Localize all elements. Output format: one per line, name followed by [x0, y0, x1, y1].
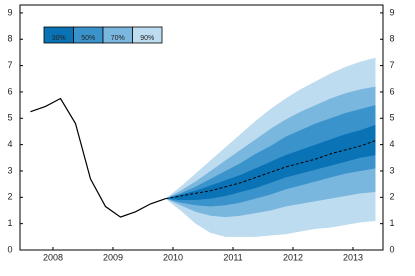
x-tick-label: 2011 [223, 252, 242, 262]
y-tick-label: 7 [7, 60, 12, 70]
y2-tick-label: 7 [389, 60, 394, 70]
y2-tick-label: 8 [389, 34, 394, 44]
y-tick-label: 6 [7, 86, 12, 96]
x-tick-label: 2013 [343, 252, 363, 262]
x-tick-label: 2012 [283, 252, 303, 262]
fan-layer [165, 57, 376, 237]
plot-frame [19, 4, 384, 251]
y-tick-label: 5 [7, 113, 12, 123]
legend-label: 90% [140, 35, 154, 42]
y-tick-label: 8 [7, 34, 12, 44]
y2-tick-label: 2 [389, 192, 394, 202]
y2-tick-label: 0 [389, 244, 394, 254]
x-tick-label: 2008 [43, 252, 63, 262]
fan-band [165, 124, 376, 200]
median-line [165, 140, 376, 200]
y2-tick-label: 5 [389, 113, 394, 123]
y2-tick-label: 9 [389, 7, 394, 17]
x-tick-label: 2010 [163, 252, 183, 262]
legend-label: 70% [111, 35, 125, 42]
legend-label: 50% [81, 35, 95, 42]
y2-tick-label: 3 [389, 165, 394, 175]
y-tick-label: 3 [7, 165, 12, 175]
y-tick-label: 0 [7, 244, 12, 254]
history-line [30, 97, 166, 218]
y-tick-label: 9 [7, 7, 12, 17]
y2-tick-label: 4 [389, 139, 394, 149]
y-tick-label: 1 [7, 218, 12, 228]
legend-swatch [132, 26, 163, 44]
x-tick-label: 2009 [103, 252, 123, 262]
fan-band [165, 105, 376, 207]
y-tick-label: 4 [7, 139, 12, 149]
y2-tick-label: 1 [389, 218, 394, 228]
y2-tick-label: 6 [389, 86, 394, 96]
legend-label: 30% [52, 35, 66, 42]
y-tick-label: 2 [7, 192, 12, 202]
